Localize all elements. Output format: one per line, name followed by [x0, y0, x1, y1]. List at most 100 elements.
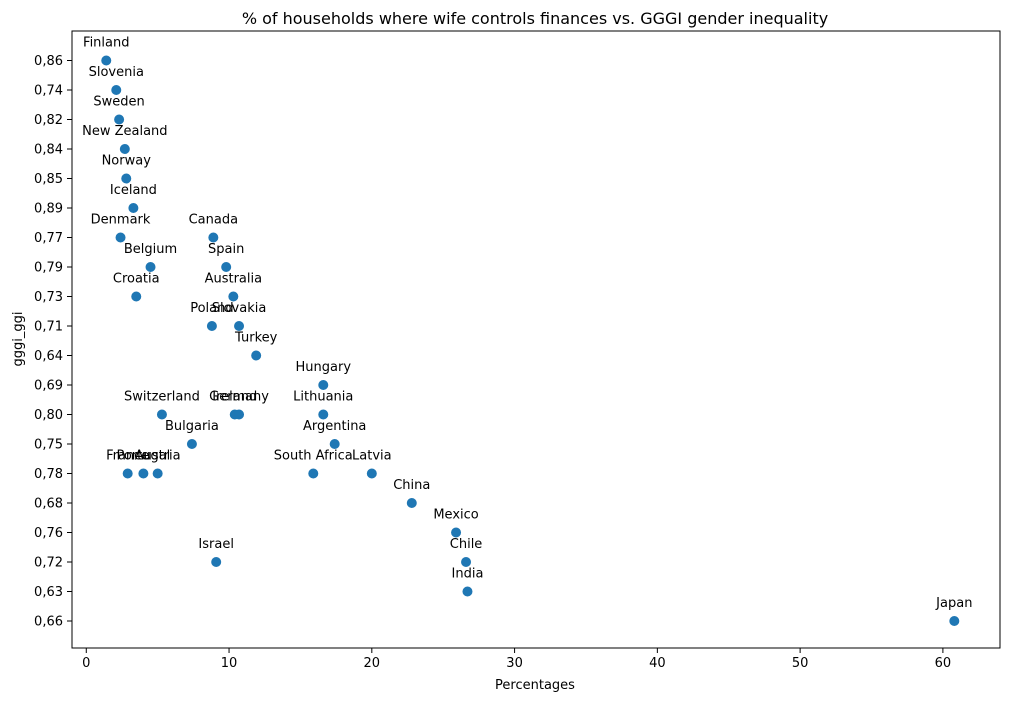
- data-point: [122, 468, 133, 479]
- y-tick-label: 0,72: [34, 556, 63, 571]
- data-label: Mexico: [433, 508, 478, 523]
- y-tick-label: 0,66: [34, 615, 63, 630]
- y-tick-label: 0,85: [34, 172, 63, 187]
- data-label: New Zealand: [82, 124, 167, 139]
- y-axis-label: gggi_ggi: [11, 312, 26, 367]
- y-tick-label: 0,71: [34, 320, 63, 335]
- data-point: [211, 557, 222, 567]
- data-label: India: [452, 567, 484, 582]
- data-label: Lithuania: [293, 390, 353, 405]
- data-label: Hungary: [296, 360, 352, 375]
- data-label: Canada: [189, 213, 238, 228]
- data-label: Australia: [205, 272, 263, 287]
- x-tick-label: 30: [506, 656, 523, 671]
- data-label: Denmark: [91, 213, 151, 228]
- data-label: Turkey: [234, 331, 278, 346]
- data-point: [318, 380, 329, 390]
- data-point: [451, 527, 462, 538]
- data-label: Switzerland: [124, 390, 200, 405]
- data-point: [145, 262, 156, 272]
- x-tick-label: 0: [82, 656, 90, 671]
- data-point: [206, 321, 217, 331]
- chart-title: % of households where wife controls fina…: [242, 9, 828, 28]
- data-point: [318, 409, 329, 420]
- data-point: [251, 350, 262, 361]
- data-label: South Africa: [274, 449, 353, 464]
- data-label: Belgium: [124, 242, 177, 257]
- data-label: Norway: [102, 154, 152, 169]
- data-point: [221, 262, 232, 272]
- x-tick-label: 20: [364, 656, 381, 671]
- y-tick-label: 0,63: [34, 585, 63, 600]
- x-tick-label: 60: [935, 656, 952, 671]
- y-tick-label: 0,86: [34, 54, 63, 69]
- data-label: Slovenia: [89, 65, 144, 80]
- y-tick-label: 0,74: [34, 84, 63, 99]
- y-tick-label: 0,84: [34, 143, 63, 158]
- x-tick-label: 10: [221, 656, 238, 671]
- data-point: [101, 55, 112, 66]
- data-point: [234, 409, 245, 420]
- data-label: Latvia: [352, 449, 392, 464]
- x-tick-label: 40: [649, 656, 666, 671]
- data-point: [366, 468, 377, 479]
- data-label: Israel: [198, 537, 234, 552]
- data-label: Bulgaria: [165, 419, 219, 434]
- data-point: [121, 173, 132, 184]
- y-tick-label: 0,80: [34, 408, 63, 423]
- plot-frame: [71, 30, 1001, 649]
- data-point: [406, 498, 417, 508]
- data-point: [462, 586, 473, 597]
- data-label: France: [106, 449, 149, 464]
- data-point: [115, 232, 126, 243]
- x-tick-label: 50: [792, 656, 809, 671]
- data-label: Poland: [190, 301, 233, 316]
- data-point: [228, 291, 239, 302]
- y-tick-label: 0,89: [34, 202, 63, 217]
- data-label: Spain: [208, 242, 244, 257]
- y-tick-label: 0,64: [34, 349, 63, 364]
- data-point: [949, 616, 960, 626]
- x-axis-label: Percentages: [495, 678, 575, 693]
- data-label: Austria: [135, 449, 181, 464]
- data-point: [308, 468, 319, 479]
- data-points: [101, 55, 960, 626]
- data-label: Chile: [450, 537, 483, 552]
- data-point: [138, 468, 149, 479]
- data-label: Argentina: [303, 419, 366, 434]
- y-tick-label: 0,75: [34, 438, 63, 453]
- data-label: Slovakia: [212, 301, 267, 316]
- data-label: Sweden: [93, 95, 144, 110]
- data-label: Portugal: [116, 449, 170, 464]
- data-label: Germany: [209, 390, 269, 405]
- data-label: Croatia: [113, 272, 160, 287]
- x-axis: 0 10 20 30 40 50 60: [82, 648, 951, 671]
- data-point: [128, 203, 139, 213]
- data-label: Ireland: [212, 390, 257, 405]
- data-point: [114, 114, 125, 125]
- data-point: [329, 439, 340, 449]
- data-label: Finland: [83, 36, 129, 51]
- y-tick-label: 0,82: [34, 113, 63, 128]
- data-point: [186, 439, 197, 449]
- y-tick-label: 0,78: [34, 467, 63, 482]
- data-label: Iceland: [110, 183, 157, 198]
- y-tick-label: 0,73: [34, 290, 63, 305]
- y-tick-label: 0,76: [34, 526, 63, 541]
- y-tick-label: 0,79: [34, 261, 63, 276]
- y-tick-label: 0,77: [34, 231, 63, 246]
- data-point: [111, 85, 122, 95]
- y-tick-label: 0,68: [34, 497, 63, 512]
- data-point: [461, 557, 472, 567]
- y-tick-label: 0,69: [34, 379, 63, 394]
- data-label: Japan: [935, 596, 972, 611]
- data-label: China: [393, 478, 430, 493]
- data-point: [119, 144, 130, 154]
- data-point: [152, 468, 163, 479]
- plot-area: [71, 30, 1001, 649]
- data-point: [234, 321, 245, 331]
- data-point: [131, 291, 142, 302]
- data-labels: Finland Slovenia Sweden New Zealand Norway Ic…: [82, 36, 972, 612]
- data-point: [208, 232, 219, 243]
